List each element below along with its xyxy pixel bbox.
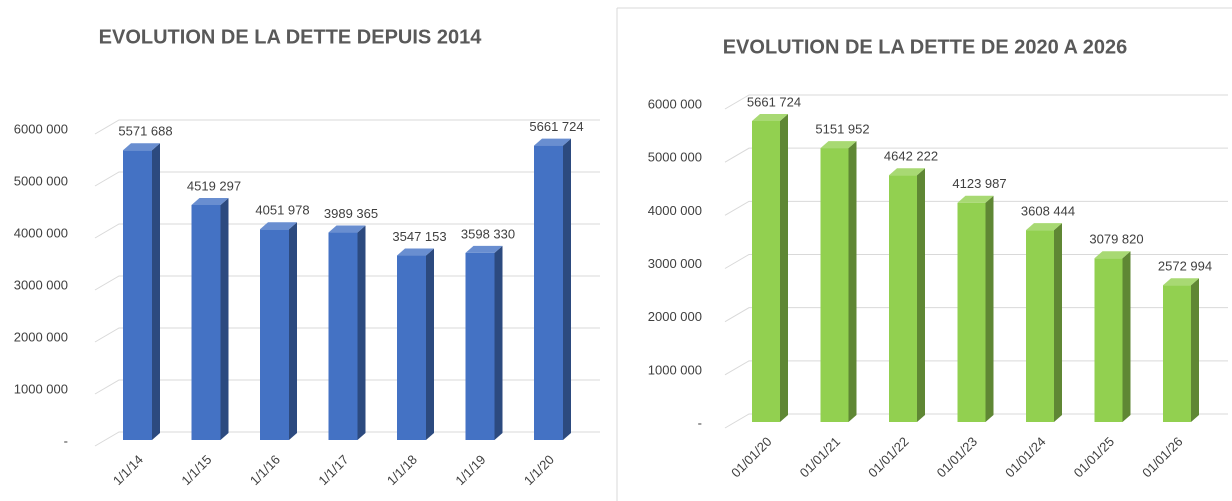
grid-line (724, 360, 1228, 376)
bar (465, 252, 495, 440)
bar (1163, 285, 1191, 422)
bar (191, 204, 221, 440)
grid-line (94, 379, 600, 395)
bar-side (1122, 251, 1131, 422)
bar-top (1163, 278, 1199, 286)
y-tick-label: 1000 000 (648, 362, 702, 377)
bar-top (820, 141, 857, 149)
grid-line (94, 223, 600, 239)
y-tick-label: 5000 000 (14, 173, 68, 188)
bar-top (889, 168, 925, 176)
bar-top (957, 195, 994, 203)
data-label: 5661 724 (529, 119, 583, 134)
bar (260, 229, 289, 440)
bar (397, 255, 426, 440)
y-tick-label: 6000 000 (14, 121, 68, 136)
bar-side (289, 222, 297, 440)
bar (1026, 230, 1054, 422)
bar-side (1054, 223, 1062, 422)
bar-side (780, 113, 788, 422)
grid-line (94, 119, 600, 135)
data-label: 4123 987 (952, 176, 1006, 191)
y-tick-label: 6000 000 (648, 96, 702, 111)
bar (752, 120, 780, 422)
chart-title: EVOLUTION DE LA DETTE DE 2020 A 2026 (723, 36, 1128, 58)
bar (123, 150, 152, 440)
grid-line (724, 413, 1228, 429)
data-label: 3598 330 (461, 226, 515, 241)
y-tick-label: 2000 000 (14, 329, 68, 344)
data-label: 4642 222 (884, 149, 938, 164)
data-label: 3989 365 (324, 206, 378, 221)
y-tick-label: 3000 000 (14, 277, 68, 292)
grid-line (724, 147, 1228, 163)
grid-line (94, 327, 600, 343)
bar (534, 145, 563, 441)
data-label: 5151 952 (815, 122, 869, 137)
bar-top (191, 197, 229, 205)
bar-top (397, 248, 434, 256)
bar-top (1094, 251, 1131, 259)
grid-line (724, 200, 1228, 216)
data-label: 3608 444 (1021, 204, 1075, 219)
bar (889, 175, 917, 422)
bar-side (985, 195, 994, 422)
bar-top (465, 245, 503, 253)
grid-line (724, 307, 1228, 323)
y-tick-label: - (698, 415, 702, 430)
data-label: 3547 153 (392, 229, 446, 244)
bar-side (917, 168, 925, 422)
data-label: 3079 820 (1089, 232, 1143, 247)
bar-side (357, 225, 366, 440)
grid-line (724, 94, 1228, 110)
bar-top (534, 138, 571, 146)
bar-side (494, 245, 503, 440)
y-tick-label: 3000 000 (648, 256, 702, 271)
bar-top (752, 113, 788, 121)
y-tick-label: 4000 000 (648, 203, 702, 218)
y-tick-label: 1000 000 (14, 381, 68, 396)
grid-line (724, 254, 1228, 269)
bar (820, 148, 849, 422)
bar-side (563, 138, 571, 441)
bar (957, 202, 986, 422)
data-label: 5571 688 (118, 124, 172, 139)
y-tick-label: - (64, 433, 68, 448)
chart-title: EVOLUTION DE LA DETTE DEPUIS 2014 (99, 26, 483, 48)
data-label: 4519 297 (187, 178, 241, 193)
y-tick-label: 2000 000 (648, 309, 702, 324)
bar (328, 232, 358, 440)
bar-side (152, 143, 160, 440)
y-tick-label: 4000 000 (14, 225, 68, 240)
bar-top (260, 222, 297, 230)
bar (1094, 258, 1123, 422)
bar-top (123, 143, 160, 151)
data-label: 5661 724 (747, 94, 801, 109)
bar-side (848, 141, 857, 422)
grid-line (94, 171, 600, 187)
grid-line (94, 431, 600, 447)
grid-line (94, 275, 600, 291)
bar-side (220, 197, 229, 440)
bar-side (1191, 278, 1199, 422)
bar-side (426, 248, 434, 440)
y-tick-label: 5000 000 (648, 150, 702, 165)
bar-top (1026, 223, 1062, 231)
bar-top (328, 225, 366, 233)
data-label: 2572 994 (1158, 259, 1212, 274)
data-label: 4051 978 (255, 203, 309, 218)
